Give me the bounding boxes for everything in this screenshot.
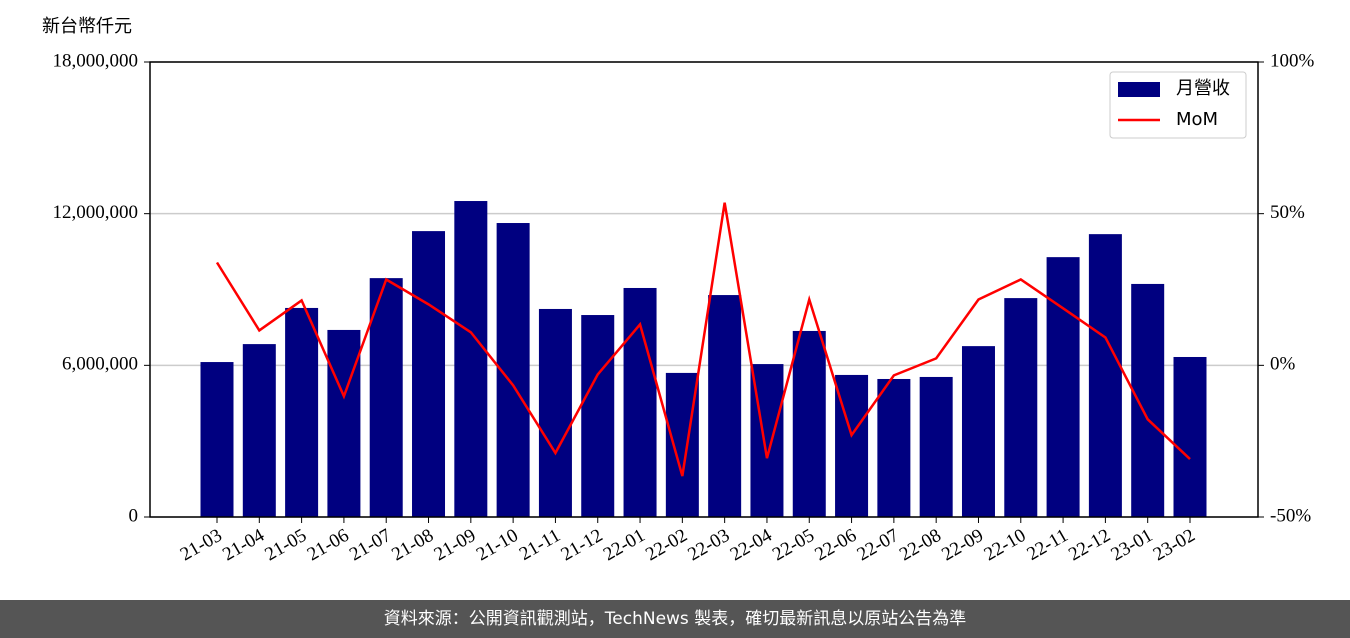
y-tick-label: 12,000,000 xyxy=(53,202,139,223)
x-tick-label: 22-10 xyxy=(981,525,1030,565)
x-tick-label: 21-11 xyxy=(516,525,564,565)
x-tick-label: 21-05 xyxy=(261,525,310,565)
y2-tick-label: 100% xyxy=(1270,50,1315,71)
legend-swatch xyxy=(1118,82,1160,97)
bar xyxy=(285,307,319,517)
y-tick-label: 0 xyxy=(129,505,139,526)
x-tick-label: 21-12 xyxy=(558,525,607,565)
x-tick-label: 22-03 xyxy=(684,525,733,565)
x-tick-label: 21-04 xyxy=(219,525,268,566)
bar xyxy=(242,344,276,517)
x-tick-label: 22-11 xyxy=(1023,525,1071,565)
bar xyxy=(1004,298,1038,517)
y-tick-label: 18,000,000 xyxy=(53,50,139,71)
x-tick-label: 21-07 xyxy=(346,525,395,565)
legend-label: MoM xyxy=(1176,109,1218,130)
x-tick-label: 22-12 xyxy=(1065,525,1114,565)
bar xyxy=(454,201,488,517)
x-tick-label: 22-04 xyxy=(727,525,776,566)
x-tick-label: 21-08 xyxy=(388,525,437,565)
x-tick-label: 21-10 xyxy=(473,525,522,565)
x-tick-label: 22-02 xyxy=(642,525,691,565)
y2-tick-label: 50% xyxy=(1270,202,1305,223)
bar xyxy=(200,362,234,517)
x-tick-label: 22-06 xyxy=(811,525,860,565)
bar xyxy=(581,315,615,517)
bar xyxy=(792,330,826,517)
bar xyxy=(708,295,742,517)
x-tick-label: 22-01 xyxy=(600,525,649,565)
x-tick-label: 21-09 xyxy=(431,525,480,565)
x-tick-label: 22-09 xyxy=(938,525,987,565)
y2-tick-label: 0% xyxy=(1270,354,1296,375)
x-tick-label: 22-07 xyxy=(854,525,903,565)
line xyxy=(215,202,1191,477)
y-tick-label: 6,000,000 xyxy=(62,354,138,375)
bar xyxy=(1046,257,1080,517)
chart: 新台幣仟元 0 6,000,000 12,000,000 18,000,000 -50%… xyxy=(42,16,1315,566)
plot-frame xyxy=(149,61,1259,518)
bar xyxy=(538,308,572,517)
x-tick-label: 23-01 xyxy=(1107,525,1156,565)
bar xyxy=(369,278,403,517)
x-tick-label: 21-06 xyxy=(304,525,353,565)
x-tick-label: 23-02 xyxy=(1150,525,1199,565)
footer: 資料來源：公開資訊觀測站，TechNews 製表，確切最新訊息以原站公告為準 xyxy=(0,600,1350,638)
x-tick-label: 21-03 xyxy=(177,525,226,565)
bar xyxy=(1088,234,1122,517)
x-tick-label: 22-05 xyxy=(769,525,818,565)
legend-label: 月營收 xyxy=(1176,78,1230,99)
y-axis-label: 新台幣仟元 xyxy=(42,16,132,37)
bar xyxy=(877,378,911,517)
bar xyxy=(961,346,995,517)
x-tick-label: 22-08 xyxy=(896,525,945,565)
bar xyxy=(919,376,953,517)
bar xyxy=(1131,283,1165,517)
bar xyxy=(412,231,446,517)
bar xyxy=(1173,356,1207,517)
bar xyxy=(327,329,361,517)
y2-tick-label: -50% xyxy=(1270,505,1311,526)
bar xyxy=(623,287,657,517)
